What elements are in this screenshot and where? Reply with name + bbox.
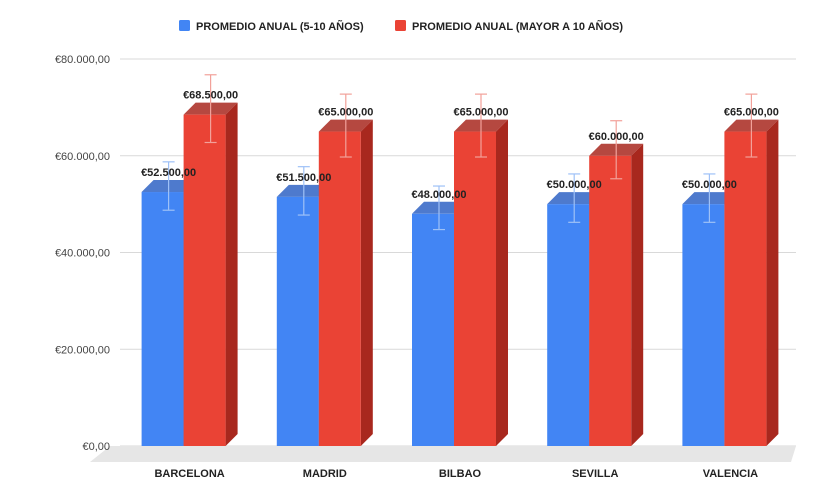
data-label: €65.000,00	[724, 107, 779, 119]
y-tick-label: €0,00	[82, 441, 110, 453]
y-tick-label: €20.000,00	[55, 344, 110, 356]
data-label: €60.000,00	[589, 131, 644, 143]
bar-side	[766, 119, 779, 446]
bar-madrid-series-2	[318, 131, 361, 446]
bar-sevilla-series-1	[547, 204, 590, 446]
data-label: €52.500,00	[141, 167, 196, 179]
data-label: €50.000,00	[547, 179, 602, 191]
x-tick-label: BARCELONA	[154, 468, 224, 480]
bar-side	[225, 102, 238, 446]
bars	[141, 102, 779, 446]
legend-swatch-1	[179, 20, 190, 31]
error-bars	[162, 74, 758, 231]
x-tick-label: VALENCIA	[703, 468, 758, 480]
bar-barcelona-series-1	[141, 192, 184, 446]
bar-madrid-series-1	[276, 196, 319, 446]
bar-sevilla-series-2	[589, 155, 632, 446]
data-label: €51.500,00	[276, 172, 331, 184]
data-label: €50.000,00	[682, 179, 737, 191]
bar-valencia-series-2	[724, 131, 767, 446]
bar-bilbao-series-2	[454, 131, 496, 446]
x-tick-label: SEVILLA	[572, 468, 619, 480]
bar-valencia-series-1	[682, 204, 725, 446]
x-axis: BARCELONA MADRID BILBAO SEVILLA VALENCIA	[154, 468, 758, 480]
legend: PROMEDIO ANUAL (5-10 AÑOS) PROMEDIO ANUAL…	[179, 20, 623, 33]
x-tick-label: BILBAO	[439, 468, 482, 480]
data-label: €65.000,00	[318, 107, 373, 119]
x-tick-label: MADRID	[303, 468, 347, 480]
legend-label-1: PROMEDIO ANUAL (5-10 AÑOS)	[196, 20, 364, 33]
floor-plane	[90, 446, 796, 462]
chart-floor	[90, 446, 796, 462]
data-label: €48.000,00	[411, 189, 466, 201]
y-axis: €0,00 €20.000,00 €40.000,00 €60.000,00 €80.0…	[55, 54, 110, 453]
data-label: €65.000,00	[453, 107, 508, 119]
y-tick-label: €80.000,00	[55, 54, 110, 66]
legend-swatch-2	[395, 20, 406, 31]
bar-side	[360, 119, 373, 446]
legend-label-2: PROMEDIO ANUAL (MAYOR A 10 AÑOS)	[412, 20, 623, 33]
data-label: €68.500,00	[183, 90, 238, 102]
y-tick-label: €60.000,00	[55, 151, 110, 163]
y-tick-label: €40.000,00	[55, 248, 110, 260]
data-labels: €52.500,00 €68.500,00 €51.500,00 €65.000,00…	[141, 90, 779, 201]
bar-bilbao-series-1	[412, 213, 454, 446]
bar-side	[631, 143, 644, 446]
bar-barcelona-series-2	[183, 114, 226, 446]
bar-side	[496, 119, 508, 446]
